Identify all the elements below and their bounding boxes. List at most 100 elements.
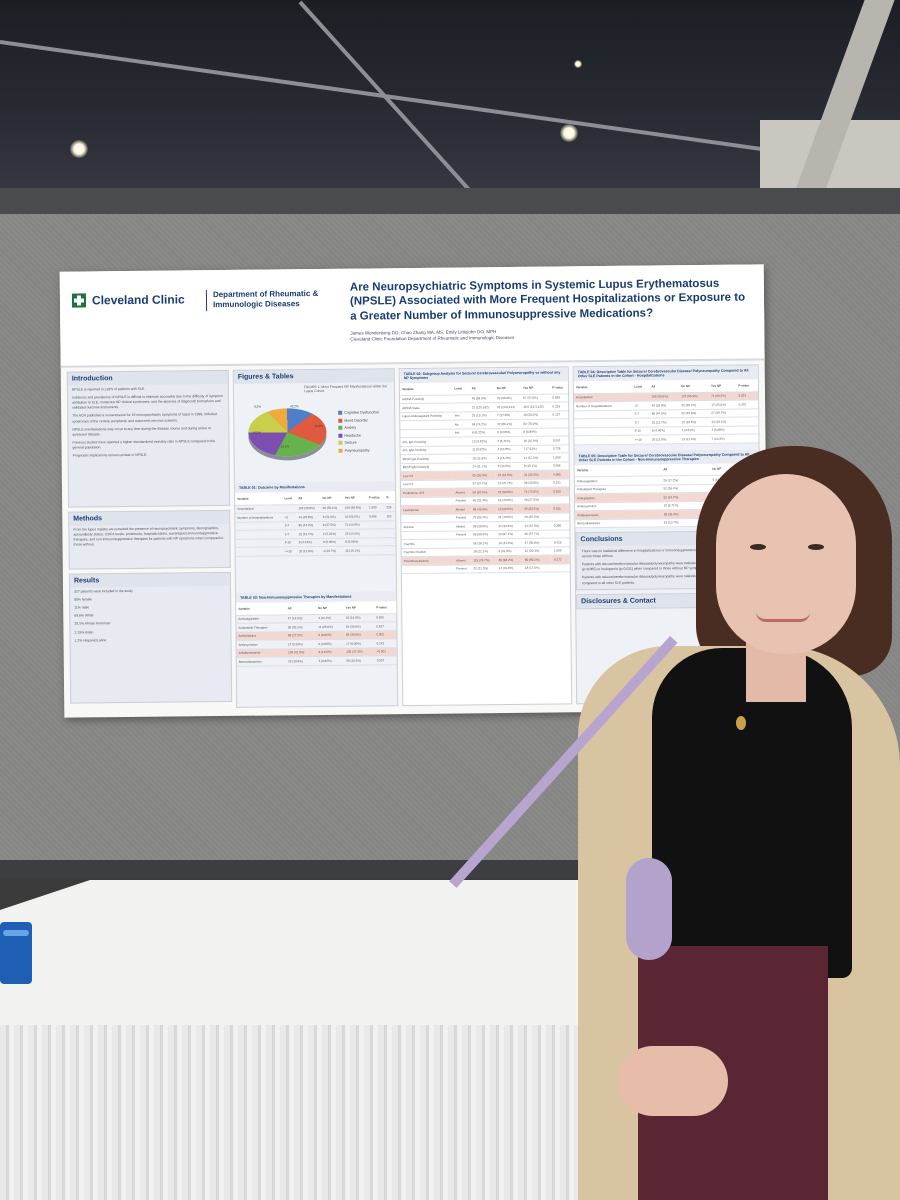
table-cell: 0.015 [551, 486, 570, 496]
table-cell: 0.429 [551, 537, 570, 547]
table-row: >=10 20 (11.0%) 4 (16.7%) 16 (10.1%) [235, 545, 396, 556]
table-cell: 57 (37.7%) [470, 479, 496, 488]
table-cell: 3 (6.82%) [316, 630, 345, 640]
table-cell: 0.011 [551, 503, 570, 513]
pie-label: 16.1% [280, 444, 290, 449]
table-header-cell: Variable [399, 382, 453, 396]
presentation-table [0, 880, 620, 1030]
pie-label: 42.2% [290, 404, 299, 409]
table-cell: 0.127 [550, 410, 569, 420]
table-cell: 0.151 [551, 478, 569, 488]
stat: 20.5% African American [74, 621, 111, 627]
table-header-cell: No NP [320, 491, 343, 504]
intro-bullet: Incidence and prevalence of NPSLE is dif… [71, 394, 223, 410]
table04-grid: Variable Level All No NP Yes NP P-value Hospit… [573, 379, 759, 445]
table-cell: 18 (17.0%) [522, 563, 553, 573]
table-header-cell: P-value [736, 379, 758, 392]
table-cell: 80 (44.2%) [296, 520, 321, 530]
intro-bullet: Previous studies have reported a higher … [72, 438, 216, 450]
intro-bullets: NPSLE is reported in ≥10% of patients wi… [68, 384, 229, 464]
table-cell: 20 (11.0%) [296, 546, 322, 556]
table-cell: 17 (25.0%) [709, 400, 737, 409]
table-cell: 8 (21.6%) [320, 512, 343, 521]
table-cell: 47 (14.5%) [285, 614, 317, 623]
cleveland-clinic-icon [71, 293, 87, 308]
table-cell: 58 (39.5%) [470, 521, 497, 531]
table-cell: 55 (36.4%) [470, 470, 496, 480]
pie-label: 9.2% [254, 404, 261, 409]
table-cell: 8 (6.32%) [470, 428, 496, 437]
table-cell: 55 (53.5%) [522, 504, 552, 513]
ceiling-beam [0, 40, 892, 170]
table-cell: 121 (55.0%) [679, 391, 710, 401]
table-cell [454, 547, 472, 557]
table-header-cell: Yes NP [520, 381, 551, 394]
table-cell [367, 520, 385, 529]
table-cell: 0 (0.00%) [320, 537, 344, 547]
table-cell: 12 (20.4%) [522, 546, 553, 556]
department-name: Department of Rheumatic & Immunologic Di… [205, 288, 337, 311]
table-cell: 0.065 [551, 469, 569, 479]
table-cell: 29 (63.6%) [494, 393, 522, 403]
table-cell: 95 (29.1%) [285, 622, 317, 632]
presenter [449, 446, 900, 1200]
table-cell: 62 (70.0%) [521, 419, 551, 428]
table-cell: 0.507 [550, 435, 569, 445]
table-cell: 5-7 [282, 529, 297, 539]
table-cell [401, 564, 455, 574]
stat: 327 patients were included in the study [74, 588, 133, 594]
table-cell: 18 (22.1%) [471, 547, 497, 556]
table-cell [453, 462, 471, 472]
table-cell: 25 (13.7%) [296, 529, 321, 539]
table-cell: 10 (11.6%) [470, 453, 496, 463]
table-cell [282, 504, 297, 513]
table-cell: 35 (10.8%) [286, 656, 317, 666]
table-cell: 199 (68.8%) [342, 503, 368, 513]
table-cell: 11 (8.52%) [470, 445, 496, 454]
table-cell: 4 (15.4%) [495, 453, 522, 463]
table-cell: 31 (29.5%) [521, 470, 552, 479]
table-header-cell: Level [452, 382, 470, 395]
ceiling-light-left [70, 140, 88, 158]
table-cell [574, 435, 633, 445]
table-cell: 0.556 [551, 461, 569, 471]
table02-grid: Variable Level All No NP Yes NP P-value dsDNA … [399, 381, 570, 574]
table-header-cell: P-value [374, 601, 397, 614]
table-cell: 8 (4.40%) [649, 426, 680, 436]
poster-authors: James Wondenberg DO, Chao Zhang MA, MS, … [350, 326, 750, 343]
table-cell: 56 (38.1%) [471, 538, 497, 548]
table-cell: 13 (19.1%) [709, 417, 737, 426]
table-cell: 22 (50.0%) [495, 487, 523, 497]
table-cell: 17 (5.26%) [285, 639, 317, 649]
table-cell: 73 (53.4%) [470, 513, 497, 522]
table-cell: 0.476 [736, 399, 759, 409]
table-cell: 32 (28.1%) [679, 400, 710, 410]
table-cell: 14 (31.8%) [496, 563, 523, 573]
table-cell: 0.023 [736, 391, 759, 401]
table-cell: 4 (16.7%) [320, 546, 344, 555]
table-header-cell: All [285, 602, 317, 615]
table-cell [452, 394, 470, 404]
table-cell: Present [453, 513, 471, 523]
stat: 1.2% Hispanic/Latino [74, 637, 107, 643]
table-cell: 4 (3.51%) [679, 425, 710, 435]
table-cell: 85 (80.2%) [522, 555, 553, 564]
tape-roll [0, 922, 32, 984]
table-cell [632, 392, 650, 402]
table-header-cell: No NP [316, 601, 344, 615]
table-cell: 130 (47.3%) [344, 647, 375, 657]
table-cell: 19 (43.0%) [495, 495, 523, 505]
intro-bullet: NPSLE is reported in ≥10% of patients wi… [71, 386, 146, 392]
table-cell: Present [453, 530, 472, 540]
table-cell: 28 (27.5%) [522, 495, 552, 505]
table-cell [452, 436, 471, 446]
table-cell: 23 (14.5%) [343, 528, 368, 538]
table-header-cell: Yes NP [342, 491, 367, 504]
table-cell [367, 528, 385, 538]
table-cell: 68 (45.6%) [470, 504, 497, 514]
table-cell: 8 (4.42%) [296, 537, 321, 547]
left-column: Introduction NPSLE is reported in ≥10% o… [66, 369, 233, 710]
table-cell: 10 (10.6%) [521, 436, 551, 445]
table-cell: <0.001 [374, 647, 397, 656]
table-cell: 14 (32.6%) [496, 521, 523, 531]
